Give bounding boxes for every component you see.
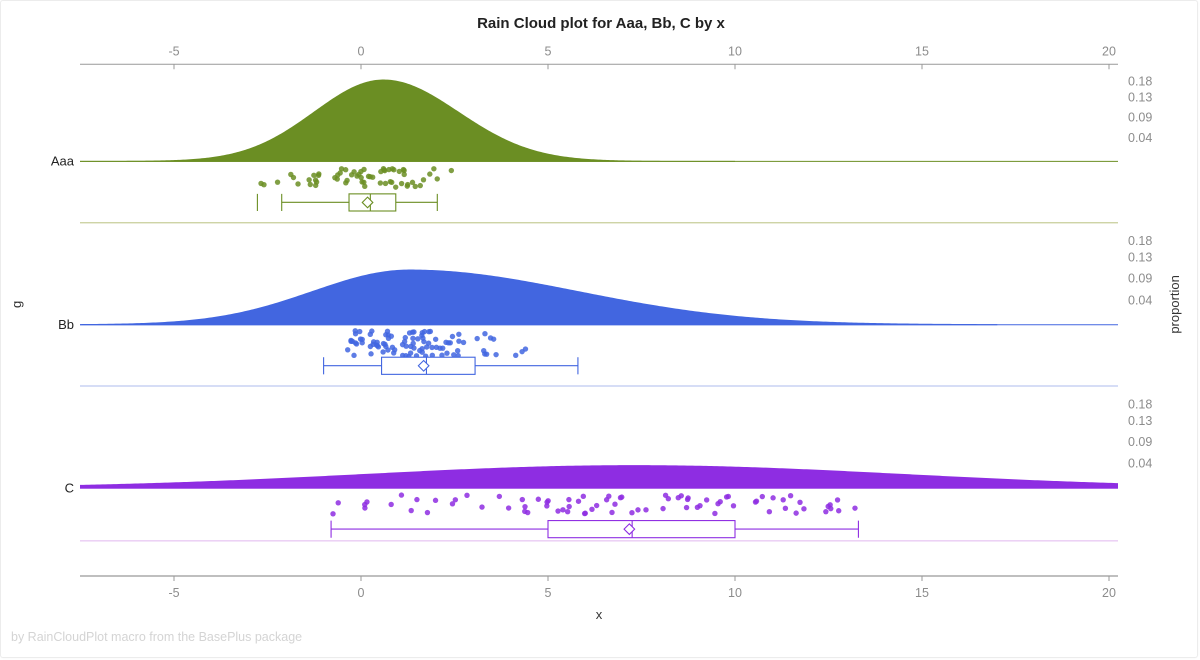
svg-text:0.09: 0.09 — [1128, 435, 1152, 449]
svg-text:0.04: 0.04 — [1128, 457, 1152, 471]
svg-text:Bb: Bb — [58, 317, 74, 332]
svg-text:-5: -5 — [168, 44, 179, 58]
svg-text:0.13: 0.13 — [1128, 91, 1152, 105]
svg-text:20: 20 — [1102, 586, 1116, 600]
svg-text:15: 15 — [915, 586, 929, 600]
svg-text:0: 0 — [358, 586, 365, 600]
svg-text:0.09: 0.09 — [1128, 110, 1152, 124]
svg-text:15: 15 — [915, 44, 929, 58]
svg-text:5: 5 — [545, 44, 552, 58]
svg-text:20: 20 — [1102, 44, 1116, 58]
svg-text:0.04: 0.04 — [1128, 293, 1152, 307]
svg-text:5: 5 — [545, 586, 552, 600]
svg-text:0.18: 0.18 — [1128, 234, 1152, 248]
svg-text:g: g — [9, 301, 24, 308]
svg-text:0.18: 0.18 — [1128, 75, 1152, 89]
svg-text:10: 10 — [728, 44, 742, 58]
svg-text:0.09: 0.09 — [1128, 272, 1152, 286]
svg-text:Aaa: Aaa — [51, 154, 75, 169]
svg-text:C: C — [65, 480, 74, 495]
svg-text:0.18: 0.18 — [1128, 397, 1152, 411]
svg-text:0.04: 0.04 — [1128, 131, 1152, 145]
svg-text:0.13: 0.13 — [1128, 414, 1152, 428]
svg-text:-5: -5 — [168, 586, 179, 600]
svg-text:0: 0 — [358, 44, 365, 58]
svg-text:proportion: proportion — [1167, 275, 1182, 334]
svg-text:x: x — [596, 607, 603, 622]
svg-text:10: 10 — [728, 586, 742, 600]
svg-text:0.13: 0.13 — [1128, 251, 1152, 265]
